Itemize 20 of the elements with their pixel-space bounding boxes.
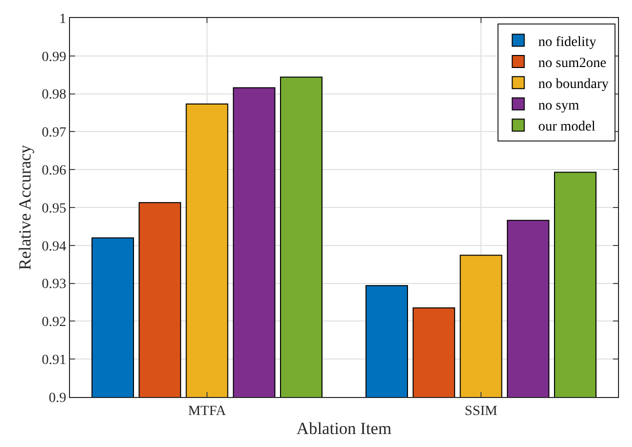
y-tick-label: 0.99	[42, 50, 66, 65]
y-tick-label: 0.9	[48, 390, 66, 406]
legend-label: our model	[538, 120, 596, 135]
y-tick-label: 0.98	[42, 88, 66, 103]
y-tick-label: 0.93	[42, 277, 66, 292]
y-tick-label: 0.92	[42, 315, 66, 330]
legend-label: no sum2one	[538, 56, 606, 71]
legend-label: no sym	[538, 98, 580, 114]
x-tick-label: SSIM	[464, 404, 498, 419]
y-tick-label: 1	[59, 12, 66, 27]
x-tick-label: MTFA	[188, 404, 227, 419]
y-tick-label: 0.95	[42, 201, 66, 216]
legend-label: no fidelity	[538, 34, 596, 50]
y-tick-label: 0.94	[42, 239, 66, 254]
y-axis-title: Relative Accuracy	[15, 144, 34, 270]
y-tick-label: 0.97	[42, 126, 66, 141]
legend-label: no boundary	[538, 77, 609, 92]
y-tick-label: 0.96	[42, 164, 66, 178]
y-tick-label: 0.91	[42, 353, 66, 368]
x-axis-title: Ablation Item	[296, 419, 392, 438]
